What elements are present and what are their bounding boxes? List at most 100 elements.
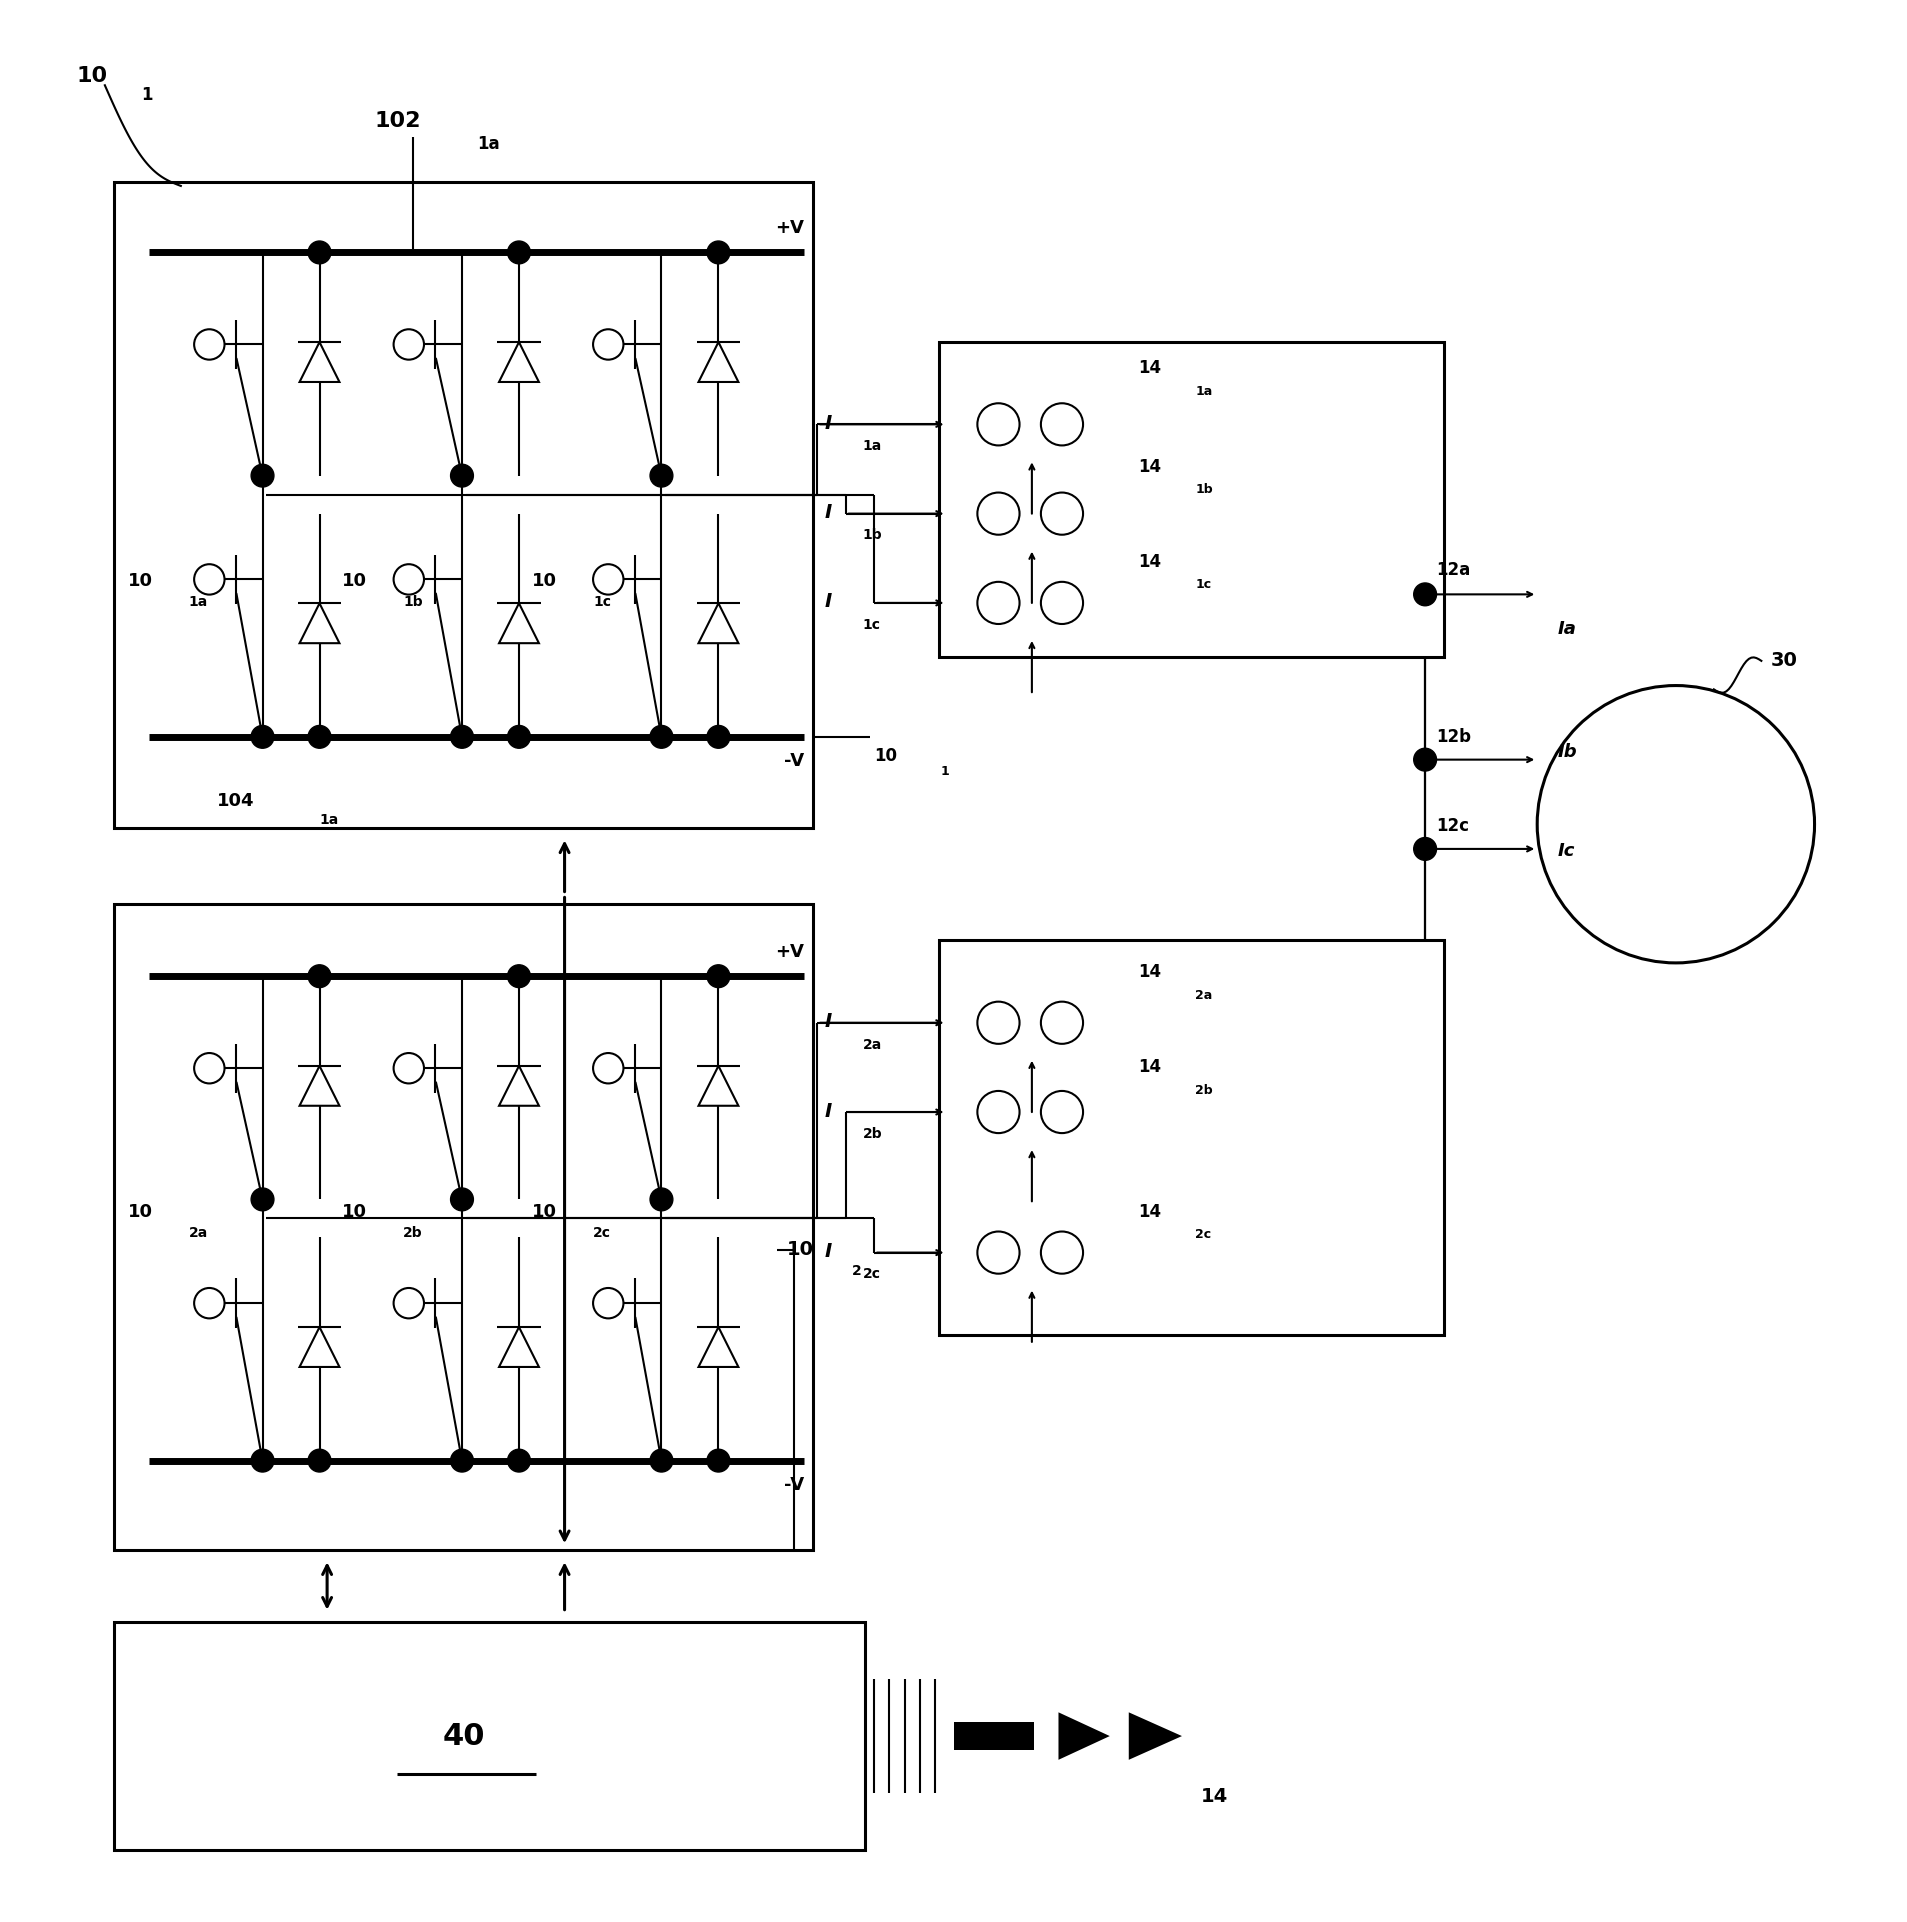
Circle shape (1413, 582, 1436, 605)
Polygon shape (1058, 1713, 1110, 1761)
Circle shape (1041, 582, 1083, 625)
Circle shape (450, 725, 473, 748)
Circle shape (976, 582, 1018, 625)
Circle shape (650, 725, 673, 748)
Polygon shape (500, 1067, 538, 1105)
Circle shape (650, 465, 673, 486)
Polygon shape (698, 604, 738, 644)
Polygon shape (500, 1326, 538, 1367)
Circle shape (707, 1449, 730, 1472)
Circle shape (1041, 1092, 1083, 1134)
Bar (938, 940, 1444, 1336)
Bar (114, 1622, 864, 1851)
Text: Ic: Ic (1558, 842, 1575, 859)
Text: +V: +V (774, 944, 803, 961)
Circle shape (450, 465, 473, 486)
Polygon shape (698, 1326, 738, 1367)
Text: 1a: 1a (477, 135, 500, 154)
Circle shape (195, 565, 225, 594)
Text: I: I (824, 1242, 831, 1261)
Text: 2b: 2b (1194, 1084, 1213, 1097)
Text: 12c: 12c (1436, 817, 1468, 836)
Text: 2c: 2c (1194, 1228, 1211, 1242)
Circle shape (707, 725, 730, 748)
Circle shape (507, 965, 530, 988)
Polygon shape (698, 342, 738, 382)
Text: 14: 14 (1138, 963, 1161, 982)
Text: I: I (824, 1013, 831, 1032)
Text: 102: 102 (374, 111, 421, 131)
Polygon shape (500, 604, 538, 644)
Circle shape (1537, 686, 1814, 963)
Circle shape (593, 1053, 624, 1084)
Circle shape (393, 1288, 423, 1318)
Text: 40: 40 (442, 1722, 484, 1751)
Text: 1c: 1c (862, 617, 881, 632)
Text: Ia: Ia (1558, 619, 1577, 638)
Text: 2c: 2c (862, 1267, 881, 1282)
Circle shape (1041, 1232, 1083, 1274)
Circle shape (393, 329, 423, 359)
Text: I: I (824, 413, 831, 432)
Polygon shape (299, 1326, 339, 1367)
Circle shape (450, 1188, 473, 1211)
Circle shape (593, 329, 624, 359)
Text: 1: 1 (141, 86, 153, 104)
Circle shape (252, 465, 275, 486)
Polygon shape (299, 342, 339, 382)
Text: 10: 10 (76, 65, 107, 86)
Bar (948, 1217, 1116, 1288)
Circle shape (507, 1449, 530, 1472)
Text: 1a: 1a (862, 440, 881, 454)
Text: 2a: 2a (1194, 988, 1211, 1001)
Text: 1a: 1a (189, 596, 208, 609)
Circle shape (507, 240, 530, 263)
Circle shape (507, 725, 530, 748)
Circle shape (650, 1188, 673, 1211)
Bar (114, 903, 812, 1549)
Text: -V: -V (784, 752, 803, 771)
Text: 2b: 2b (402, 1226, 423, 1240)
Text: 104: 104 (217, 792, 254, 811)
Text: 2c: 2c (593, 1226, 610, 1240)
Text: +V: +V (774, 219, 803, 236)
Bar (954, 1722, 1034, 1751)
Circle shape (1041, 404, 1083, 446)
Text: 10: 10 (341, 1203, 368, 1220)
Circle shape (1413, 748, 1436, 771)
Text: 12a: 12a (1436, 561, 1470, 579)
Bar (114, 183, 812, 828)
Text: 1b: 1b (1194, 482, 1213, 496)
Circle shape (976, 1092, 1018, 1134)
Polygon shape (299, 1067, 339, 1105)
Text: 10: 10 (128, 573, 153, 590)
Text: 30: 30 (1770, 652, 1796, 671)
Text: 1c: 1c (1194, 579, 1211, 592)
Circle shape (195, 329, 225, 359)
Text: 10: 10 (786, 1240, 814, 1259)
Text: 1a: 1a (318, 813, 339, 828)
Circle shape (252, 1449, 275, 1472)
Circle shape (976, 1001, 1018, 1044)
Circle shape (307, 965, 330, 988)
Text: 10: 10 (128, 1203, 153, 1220)
Circle shape (976, 492, 1018, 534)
Text: 10: 10 (532, 1203, 557, 1220)
Text: I: I (824, 592, 831, 611)
Polygon shape (500, 342, 538, 382)
Text: 10: 10 (873, 748, 896, 765)
Text: 1c: 1c (593, 596, 610, 609)
Circle shape (393, 1053, 423, 1084)
Text: 2a: 2a (189, 1226, 208, 1240)
Circle shape (1041, 492, 1083, 534)
Text: 14: 14 (1200, 1787, 1228, 1807)
Circle shape (252, 725, 275, 748)
Bar (938, 342, 1444, 657)
Text: I: I (824, 1101, 831, 1121)
Circle shape (1041, 1001, 1083, 1044)
Circle shape (593, 565, 624, 594)
Circle shape (450, 1449, 473, 1472)
Bar (948, 1076, 1116, 1147)
Circle shape (393, 565, 423, 594)
Text: 1a: 1a (1194, 384, 1211, 398)
